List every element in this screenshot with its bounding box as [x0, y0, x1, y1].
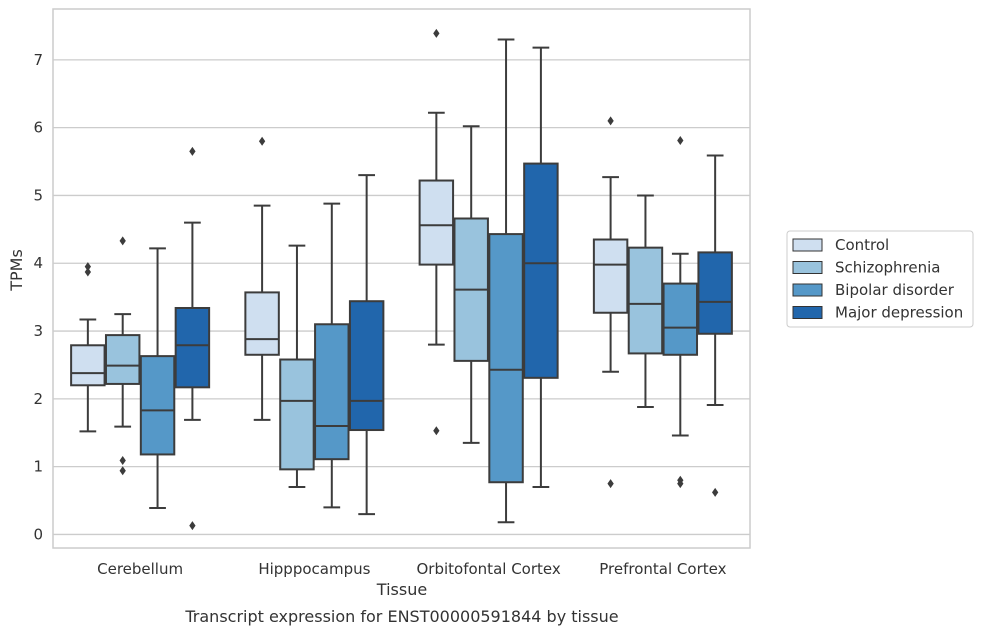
outlier-point — [677, 136, 684, 146]
y-tick-label: 3 — [33, 322, 43, 340]
outlier-point — [189, 521, 196, 531]
box — [592, 238, 629, 314]
box — [174, 306, 211, 389]
box — [627, 246, 664, 355]
chart-caption: Transcript expression for ENST0000059184… — [184, 607, 618, 626]
box-group — [314, 202, 350, 509]
box-group — [523, 46, 559, 488]
box-group — [453, 125, 489, 444]
box-group — [174, 146, 211, 531]
box-group — [418, 28, 455, 436]
box-series — [70, 28, 733, 531]
legend-swatch — [792, 261, 823, 274]
x-tick-labels: Cerebellum Hipppocampus Orbitofontal Corte… — [97, 560, 726, 578]
box-group — [279, 244, 315, 488]
legend-swatch — [792, 283, 823, 297]
box — [348, 300, 385, 432]
legend-swatch — [792, 238, 823, 252]
legend-items: Control Schizophrenia Bipolar disorder Majo… — [792, 236, 963, 322]
outlier-point — [433, 28, 440, 38]
x-tick-label: Cerebellum — [97, 560, 183, 578]
outlier-point — [433, 426, 440, 436]
legend-label: Control — [835, 236, 889, 254]
outlier-point — [119, 236, 126, 246]
box — [488, 233, 524, 484]
plot-frame — [52, 8, 751, 549]
y-tick-label: 6 — [33, 119, 43, 137]
outlier-point — [677, 479, 684, 489]
box-group — [244, 136, 280, 421]
box — [244, 291, 280, 356]
box-group — [139, 247, 176, 509]
box — [314, 323, 350, 461]
legend-label: Major depression — [835, 304, 963, 322]
x-axis-label: Tissue — [376, 580, 427, 599]
outlier-point — [258, 136, 266, 146]
box-group — [348, 174, 385, 516]
outlier-point — [119, 466, 126, 476]
box-group — [697, 154, 733, 497]
y-tick-label: 7 — [33, 51, 43, 69]
outlier-point — [607, 116, 614, 126]
box-group — [592, 116, 629, 489]
box — [139, 355, 176, 456]
x-tick-label: Orbitofontal Cortex — [417, 560, 561, 578]
y-tick-label: 0 — [33, 525, 43, 543]
outlier-point — [189, 146, 196, 156]
x-tick-label: Prefrontal Cortex — [599, 560, 726, 578]
box — [70, 344, 106, 387]
y-tick-labels: 0 1 2 3 4 5 6 7 — [33, 51, 43, 544]
box-group — [104, 236, 141, 476]
outlier-point — [84, 267, 91, 277]
y-tick-label: 4 — [33, 254, 43, 272]
box-group — [662, 136, 699, 489]
box — [279, 358, 315, 471]
box — [662, 282, 699, 356]
y-tick-label: 2 — [33, 390, 43, 408]
y-axis-label: TPMs — [7, 249, 26, 292]
legend: Control Schizophrenia Bipolar disorder Majo… — [786, 230, 974, 328]
box — [418, 179, 455, 266]
outlier-point — [119, 456, 126, 466]
outlier-point — [84, 262, 91, 272]
legend-label: Bipolar disorder — [835, 281, 955, 299]
legend-swatch — [792, 306, 823, 319]
box-group — [627, 194, 664, 408]
outlier-point — [607, 479, 614, 489]
box-group — [488, 38, 524, 524]
box — [697, 251, 733, 335]
y-tick-label: 5 — [33, 186, 43, 204]
legend-frame — [786, 230, 974, 328]
box — [104, 334, 141, 385]
box-group — [70, 262, 106, 433]
y-tick-label: 1 — [33, 458, 43, 476]
box — [523, 162, 559, 379]
x-tick-label: Hipppocampus — [258, 560, 370, 578]
legend-label: Schizophrenia — [835, 259, 940, 277]
outlier-point — [712, 487, 719, 497]
